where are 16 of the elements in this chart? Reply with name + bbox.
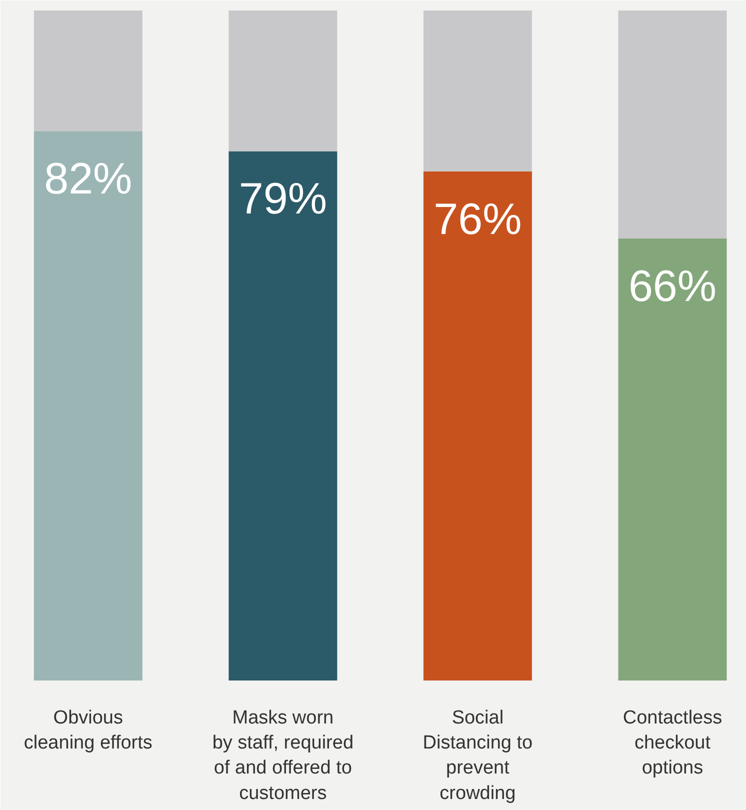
x-tick-label: Masks worn by staff, required of and offered to customers xyxy=(212,707,354,804)
x-tick-label: Social Distancing to prevent crowding xyxy=(422,707,533,804)
bar xyxy=(618,10,727,238)
bar xyxy=(228,10,338,152)
data-label: 66% xyxy=(628,262,717,311)
bar xyxy=(34,131,142,681)
data-label: 76% xyxy=(434,194,522,244)
bar xyxy=(423,171,532,681)
x-tick-label: Contactless checkout options xyxy=(622,707,722,779)
bar xyxy=(423,10,532,172)
x-tick-label: Obvious cleaning efforts xyxy=(24,707,152,754)
data-label: 82% xyxy=(44,154,132,204)
bar xyxy=(618,238,727,681)
bar xyxy=(228,151,338,681)
data-label: 79% xyxy=(238,174,327,224)
bar xyxy=(34,10,142,132)
